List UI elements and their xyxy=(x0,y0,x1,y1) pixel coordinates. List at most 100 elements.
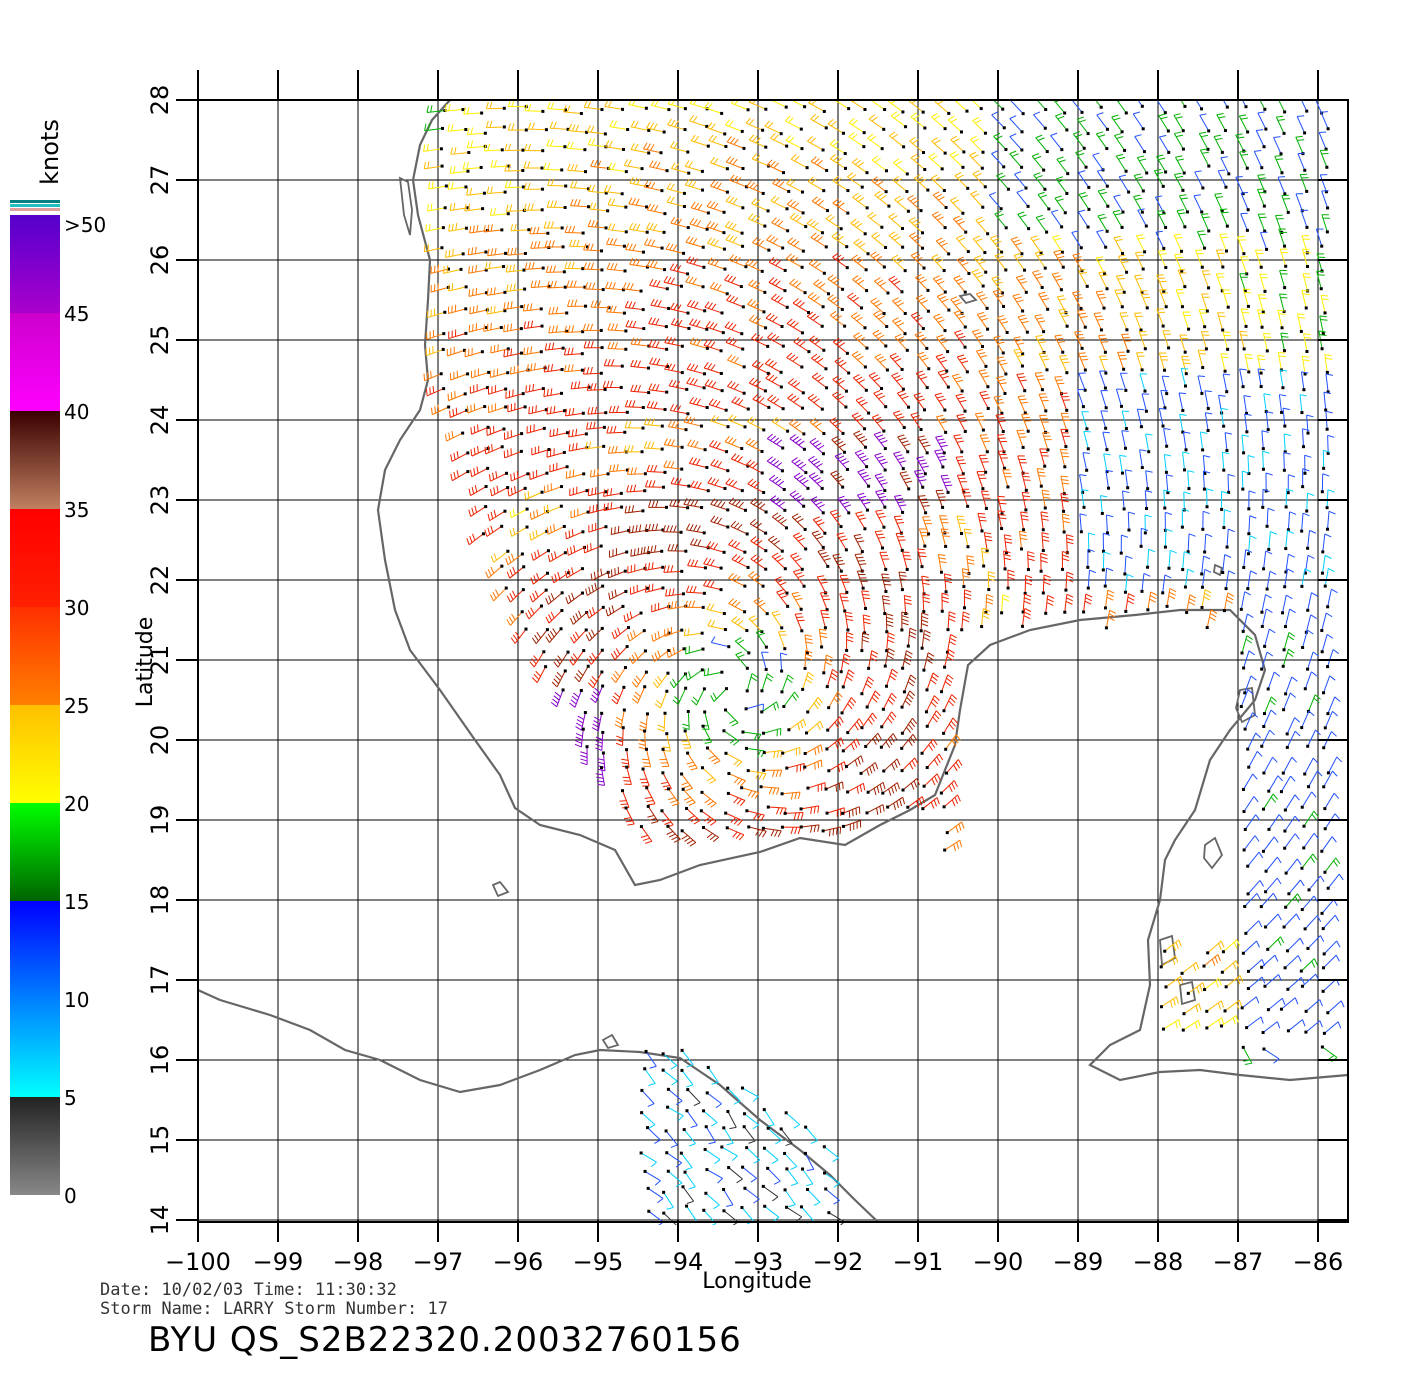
wind-barb xyxy=(789,278,807,295)
wind-barb xyxy=(1118,174,1131,194)
wind-barb xyxy=(852,275,869,293)
wind-barb xyxy=(644,786,656,806)
wind-barb xyxy=(565,469,586,479)
wind-barb xyxy=(755,629,768,649)
wind-barb xyxy=(623,445,644,454)
wind-barb xyxy=(873,431,888,451)
wind-barb xyxy=(1017,455,1027,475)
wind-barb xyxy=(566,280,587,289)
wind-barb xyxy=(672,686,688,705)
wind-barb xyxy=(1082,452,1090,472)
wind-barb xyxy=(766,1166,781,1185)
wind-barb xyxy=(622,765,632,786)
wind-barb xyxy=(725,826,745,841)
wind-barb xyxy=(859,762,879,776)
wind-barb xyxy=(1278,100,1287,114)
wind-barb xyxy=(1133,312,1143,332)
wind-barb xyxy=(724,751,743,767)
wind-barb xyxy=(1202,455,1211,475)
wind-barb xyxy=(1218,394,1226,415)
wind-barb xyxy=(809,437,825,456)
wind-barb xyxy=(1156,209,1168,230)
legend-band xyxy=(10,901,60,1097)
wind-barb xyxy=(1136,155,1149,175)
wind-barb xyxy=(448,283,468,292)
wind-barb xyxy=(651,631,671,642)
wind-barb xyxy=(830,470,845,489)
legend-cap-stripe xyxy=(10,204,60,207)
wind-barb xyxy=(643,238,664,250)
wind-barb xyxy=(1175,155,1186,175)
wind-barb xyxy=(1200,568,1212,589)
wind-barb xyxy=(649,160,669,173)
wind-barb xyxy=(685,585,706,595)
wind-barb xyxy=(945,821,965,835)
wind-barb xyxy=(1261,836,1279,853)
wind-barb xyxy=(1197,349,1207,370)
wind-barb xyxy=(807,292,825,309)
wind-barb xyxy=(925,753,944,770)
wind-barb xyxy=(545,627,563,643)
wind-barb xyxy=(603,488,623,497)
wind-barb xyxy=(841,820,862,832)
wind-barb xyxy=(445,249,465,259)
wind-barb xyxy=(742,1125,756,1144)
wind-barb xyxy=(1035,214,1049,234)
wind-barb xyxy=(503,448,523,459)
wind-barb xyxy=(1284,488,1294,509)
wind-barb xyxy=(1016,429,1027,449)
wind-barb xyxy=(789,490,806,508)
wind-barb xyxy=(892,410,906,430)
wind-barb xyxy=(529,226,550,235)
wind-barb xyxy=(1031,153,1046,172)
wind-barb xyxy=(1246,732,1262,751)
wind-barb xyxy=(787,237,805,253)
wind-barb xyxy=(1266,997,1286,1012)
wind-barb xyxy=(762,1146,779,1165)
wind-barb xyxy=(1119,372,1128,392)
wind-barb xyxy=(871,414,886,433)
wind-barb xyxy=(525,604,543,620)
wind-barb xyxy=(1261,1021,1281,1035)
wind-barb xyxy=(603,358,624,368)
wind-barb xyxy=(1222,289,1231,309)
wind-barb xyxy=(1257,188,1266,208)
wind-barb xyxy=(1283,955,1302,970)
wind-barb xyxy=(1246,880,1264,896)
wind-barb xyxy=(689,115,709,128)
wind-barb xyxy=(1242,796,1259,814)
wind-barb xyxy=(971,100,983,111)
wind-barb xyxy=(1017,314,1029,334)
wind-barb xyxy=(918,495,930,515)
wind-barb xyxy=(1143,514,1152,535)
wind-barb xyxy=(996,315,1009,334)
wind-barb xyxy=(609,120,630,132)
wind-barb xyxy=(529,650,546,668)
wind-barb xyxy=(760,701,780,714)
wind-barb xyxy=(1267,531,1277,551)
wind-barb xyxy=(682,710,690,730)
wind-barb xyxy=(1009,115,1024,134)
wind-barb xyxy=(1240,996,1260,1010)
wind-barb xyxy=(1257,213,1267,233)
wind-barb xyxy=(549,462,569,473)
wind-barb xyxy=(1179,413,1187,434)
wind-barb xyxy=(1014,171,1028,190)
wind-barb xyxy=(764,358,783,374)
wind-barb xyxy=(875,489,889,509)
wind-barb xyxy=(1071,230,1083,250)
wind-barb xyxy=(646,1186,664,1204)
wind-barb xyxy=(1158,113,1170,133)
wind-barb xyxy=(702,1208,717,1225)
wind-barb xyxy=(1139,449,1147,470)
wind-barb xyxy=(870,251,886,269)
wind-barb xyxy=(587,406,608,415)
wind-barb xyxy=(611,626,630,640)
wind-barb xyxy=(545,265,566,274)
wind-barb xyxy=(1326,588,1338,609)
wind-barb xyxy=(1086,548,1095,569)
wind-barb xyxy=(900,611,909,632)
wind-barb xyxy=(885,632,895,653)
wind-barb xyxy=(505,389,525,399)
wind-barb xyxy=(731,396,750,411)
